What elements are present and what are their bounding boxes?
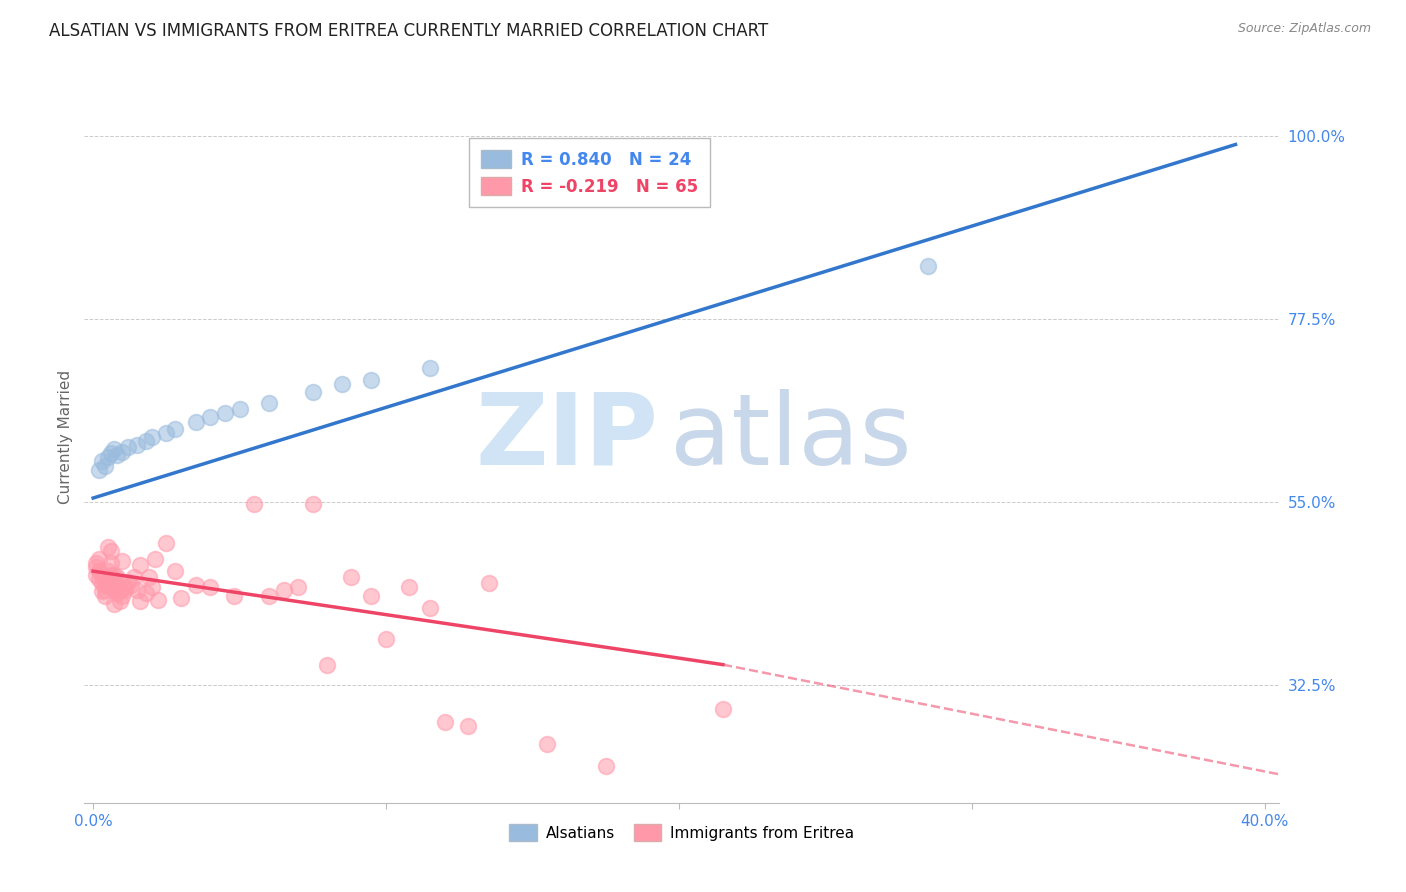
Point [141,430,163,444]
Point [105,570,128,584]
Point [94,458,117,473]
Point [84,560,107,574]
Text: atlas: atlas [671,389,911,485]
Point [100,556,122,570]
Point [135,586,157,600]
Point [94,578,117,592]
Point [330,377,353,392]
Point [90,576,114,591]
Point [184,578,207,592]
Point [595,759,617,773]
Point [111,553,134,567]
Y-axis label: Currently Married: Currently Married [58,370,73,504]
Point [108,594,131,608]
Text: ZIP: ZIP [475,389,658,485]
Point [165,422,187,436]
Point [111,444,134,458]
Point [340,570,363,584]
Point [273,582,295,597]
Point [419,600,441,615]
Point [457,718,479,732]
Point [97,540,120,554]
Point [129,558,152,573]
Point [257,396,280,410]
Point [360,589,382,603]
Point [114,582,136,597]
Point [127,582,149,597]
Legend: Alsatians, Immigrants from Eritrea: Alsatians, Immigrants from Eritrea [501,815,863,850]
Point [155,425,177,440]
Point [141,581,163,595]
Point [97,576,120,591]
Point [302,385,325,400]
Point [108,582,131,597]
Point [536,737,558,751]
Point [228,401,250,416]
Point [103,597,125,611]
Point [100,446,122,460]
Point [90,584,114,599]
Point [184,416,207,430]
Point [143,552,166,566]
Point [127,438,149,452]
Point [287,581,309,595]
Point [165,564,187,578]
Point [257,589,280,603]
Point [94,589,117,603]
Point [135,434,157,449]
Point [129,594,152,608]
Point [316,657,339,672]
Point [155,535,177,549]
Point [87,462,110,476]
Point [120,578,142,592]
Point [117,440,139,454]
Point [100,581,122,595]
Point [146,592,169,607]
Point [103,568,125,582]
Point [100,568,122,582]
Point [122,570,145,584]
Text: ALSATIAN VS IMMIGRANTS FROM ERITREA CURRENTLY MARRIED CORRELATION CHART: ALSATIAN VS IMMIGRANTS FROM ERITREA CURR… [49,22,769,40]
Point [917,260,939,274]
Point [84,568,107,582]
Point [222,589,245,603]
Point [87,572,110,586]
Point [111,589,134,603]
Point [478,576,501,591]
Point [243,497,266,511]
Point [84,556,107,570]
Point [105,586,128,600]
Point [302,497,325,511]
Point [214,406,236,420]
Point [87,564,110,578]
Point [100,544,122,558]
Point [419,361,441,376]
Point [97,450,120,465]
Point [200,409,222,424]
Point [97,564,120,578]
Point [375,632,398,646]
Point [200,581,222,595]
Point [103,442,125,457]
Point [398,581,420,595]
Point [87,552,110,566]
Point [94,582,117,597]
Text: Source: ZipAtlas.com: Source: ZipAtlas.com [1237,22,1371,36]
Point [138,570,160,584]
Point [103,578,125,592]
Point [105,448,128,462]
Point [433,714,456,729]
Point [90,568,114,582]
Point [360,373,382,387]
Point [117,574,139,589]
Point [170,591,193,605]
Point [114,581,136,595]
Point [711,702,734,716]
Point [105,578,128,592]
Point [90,454,114,468]
